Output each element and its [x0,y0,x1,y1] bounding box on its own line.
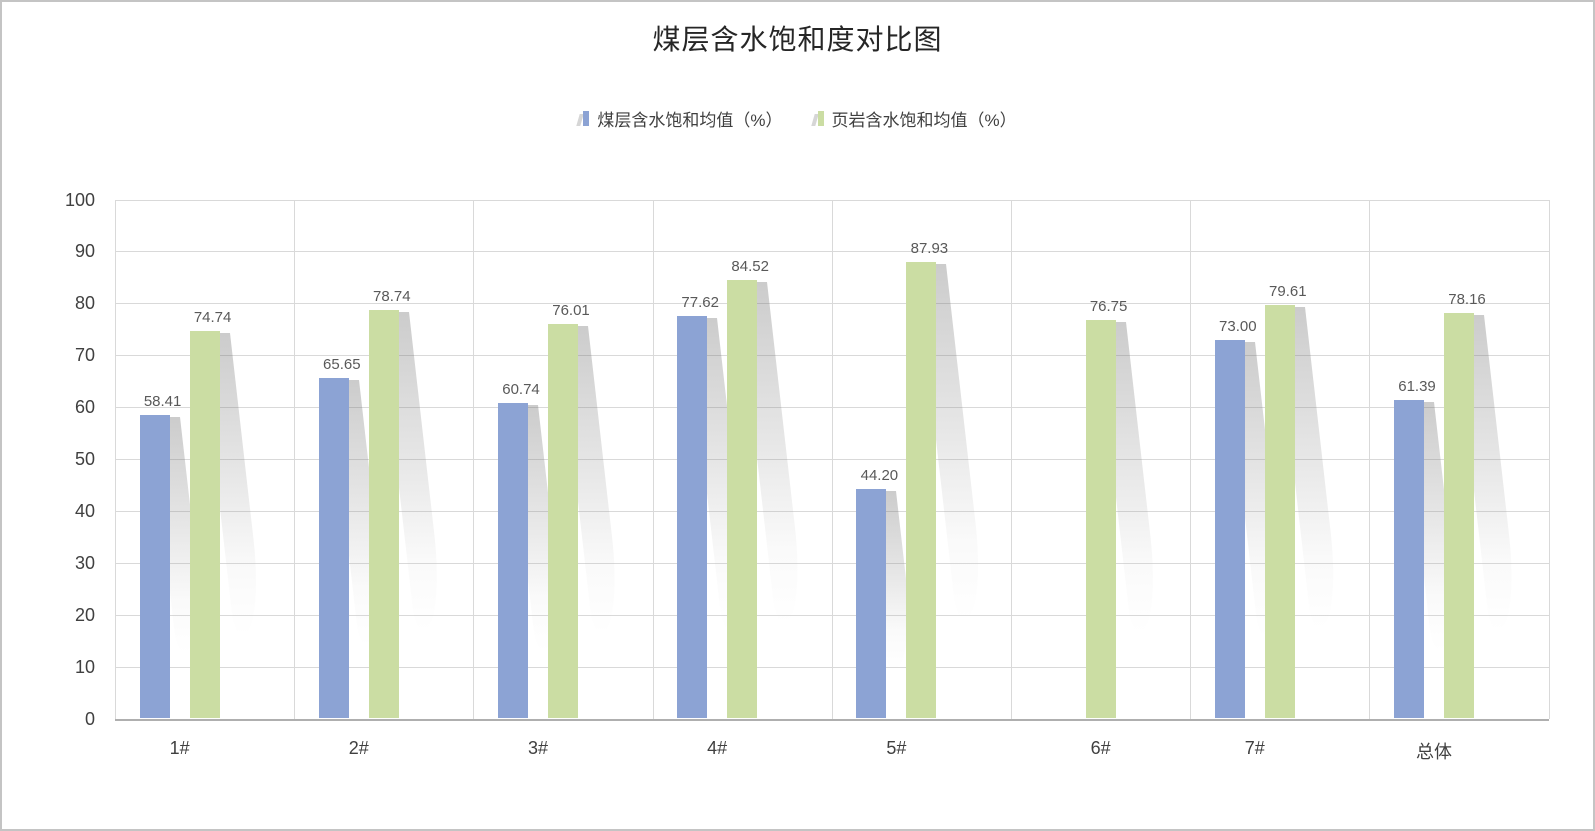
legend-marker-coal-icon [576,110,590,127]
legend-label-shale: 页岩含水饱和均值（%） [831,111,1017,130]
gridline-vertical [1548,199,1550,719]
legend-item-coal[interactable]: 煤层含水饱和均值（%） [576,106,783,131]
y-tick-label: 50 [74,449,95,469]
legend: 煤层含水饱和均值（%） 页岩含水饱和均值（%） [2,106,1593,131]
bar[interactable] [318,377,349,719]
bar[interactable] [1394,399,1424,719]
gridline-vertical [1190,199,1192,719]
bar[interactable] [498,403,528,719]
value-label: 61.39 [1398,377,1436,395]
y-tick-label: 20 [74,604,95,625]
y-tick-label: 100 [64,189,95,210]
gridline-vertical [473,199,475,719]
x-axis-line [115,718,1549,721]
category-label: 6# [1090,738,1111,758]
y-tick-label: 60 [74,397,95,418]
gridline-vertical [115,199,116,719]
y-tick-label: 90 [74,241,95,262]
bar[interactable] [189,330,220,719]
bar[interactable] [1085,320,1116,719]
value-label: 44.20 [860,467,899,485]
value-label: 79.61 [1269,283,1307,301]
bar[interactable] [856,489,887,719]
gridline-vertical [831,199,833,719]
category-label: 5# [886,738,907,758]
y-tick-label: 30 [74,552,95,573]
bar[interactable] [677,315,708,719]
y-tick-label: 10 [74,656,95,677]
category-label: 4# [707,738,728,758]
value-label: 76.75 [1089,298,1128,316]
bar[interactable] [368,309,399,719]
y-tick-label: 0 [84,708,95,729]
legend-marker-shale-icon [810,110,824,127]
y-tick-label: 70 [74,345,95,366]
category-label: 总体 [1416,742,1452,762]
gridline-vertical [1369,199,1371,719]
category-label: 2# [348,738,369,758]
gridline-vertical [1011,199,1012,719]
category-label: 7# [1244,738,1265,758]
value-label: 65.65 [323,355,361,373]
legend-item-shale[interactable]: 页岩含水饱和均值（%） [810,106,1017,131]
legend-label-coal: 煤层含水饱和均值（%） [597,111,783,130]
category-label: 1# [169,738,190,758]
bar[interactable] [548,324,578,719]
value-label: 87.93 [910,240,949,258]
bar[interactable] [727,279,758,719]
value-label: 84.52 [731,257,769,275]
gridline-vertical [652,199,654,719]
bar[interactable] [1444,312,1474,719]
gridline-vertical [294,199,296,719]
bar[interactable] [139,415,170,719]
y-tick-label: 80 [74,293,95,314]
y-tick-label: 40 [74,500,95,521]
category-label: 3# [527,738,549,758]
value-label: 76.01 [552,302,590,319]
bar[interactable] [1264,305,1295,719]
value-label: 73.00 [1219,317,1257,335]
chart-title: 煤层含水饱和度对比图 [652,24,943,55]
value-label: 78.74 [373,287,411,305]
bar[interactable] [1214,339,1245,719]
value-label: 78.16 [1448,290,1486,308]
value-label: 58.41 [143,393,182,411]
value-label: 60.74 [502,381,540,399]
value-label: 74.74 [193,308,232,326]
value-label: 77.62 [681,293,719,311]
bar[interactable] [906,262,937,719]
